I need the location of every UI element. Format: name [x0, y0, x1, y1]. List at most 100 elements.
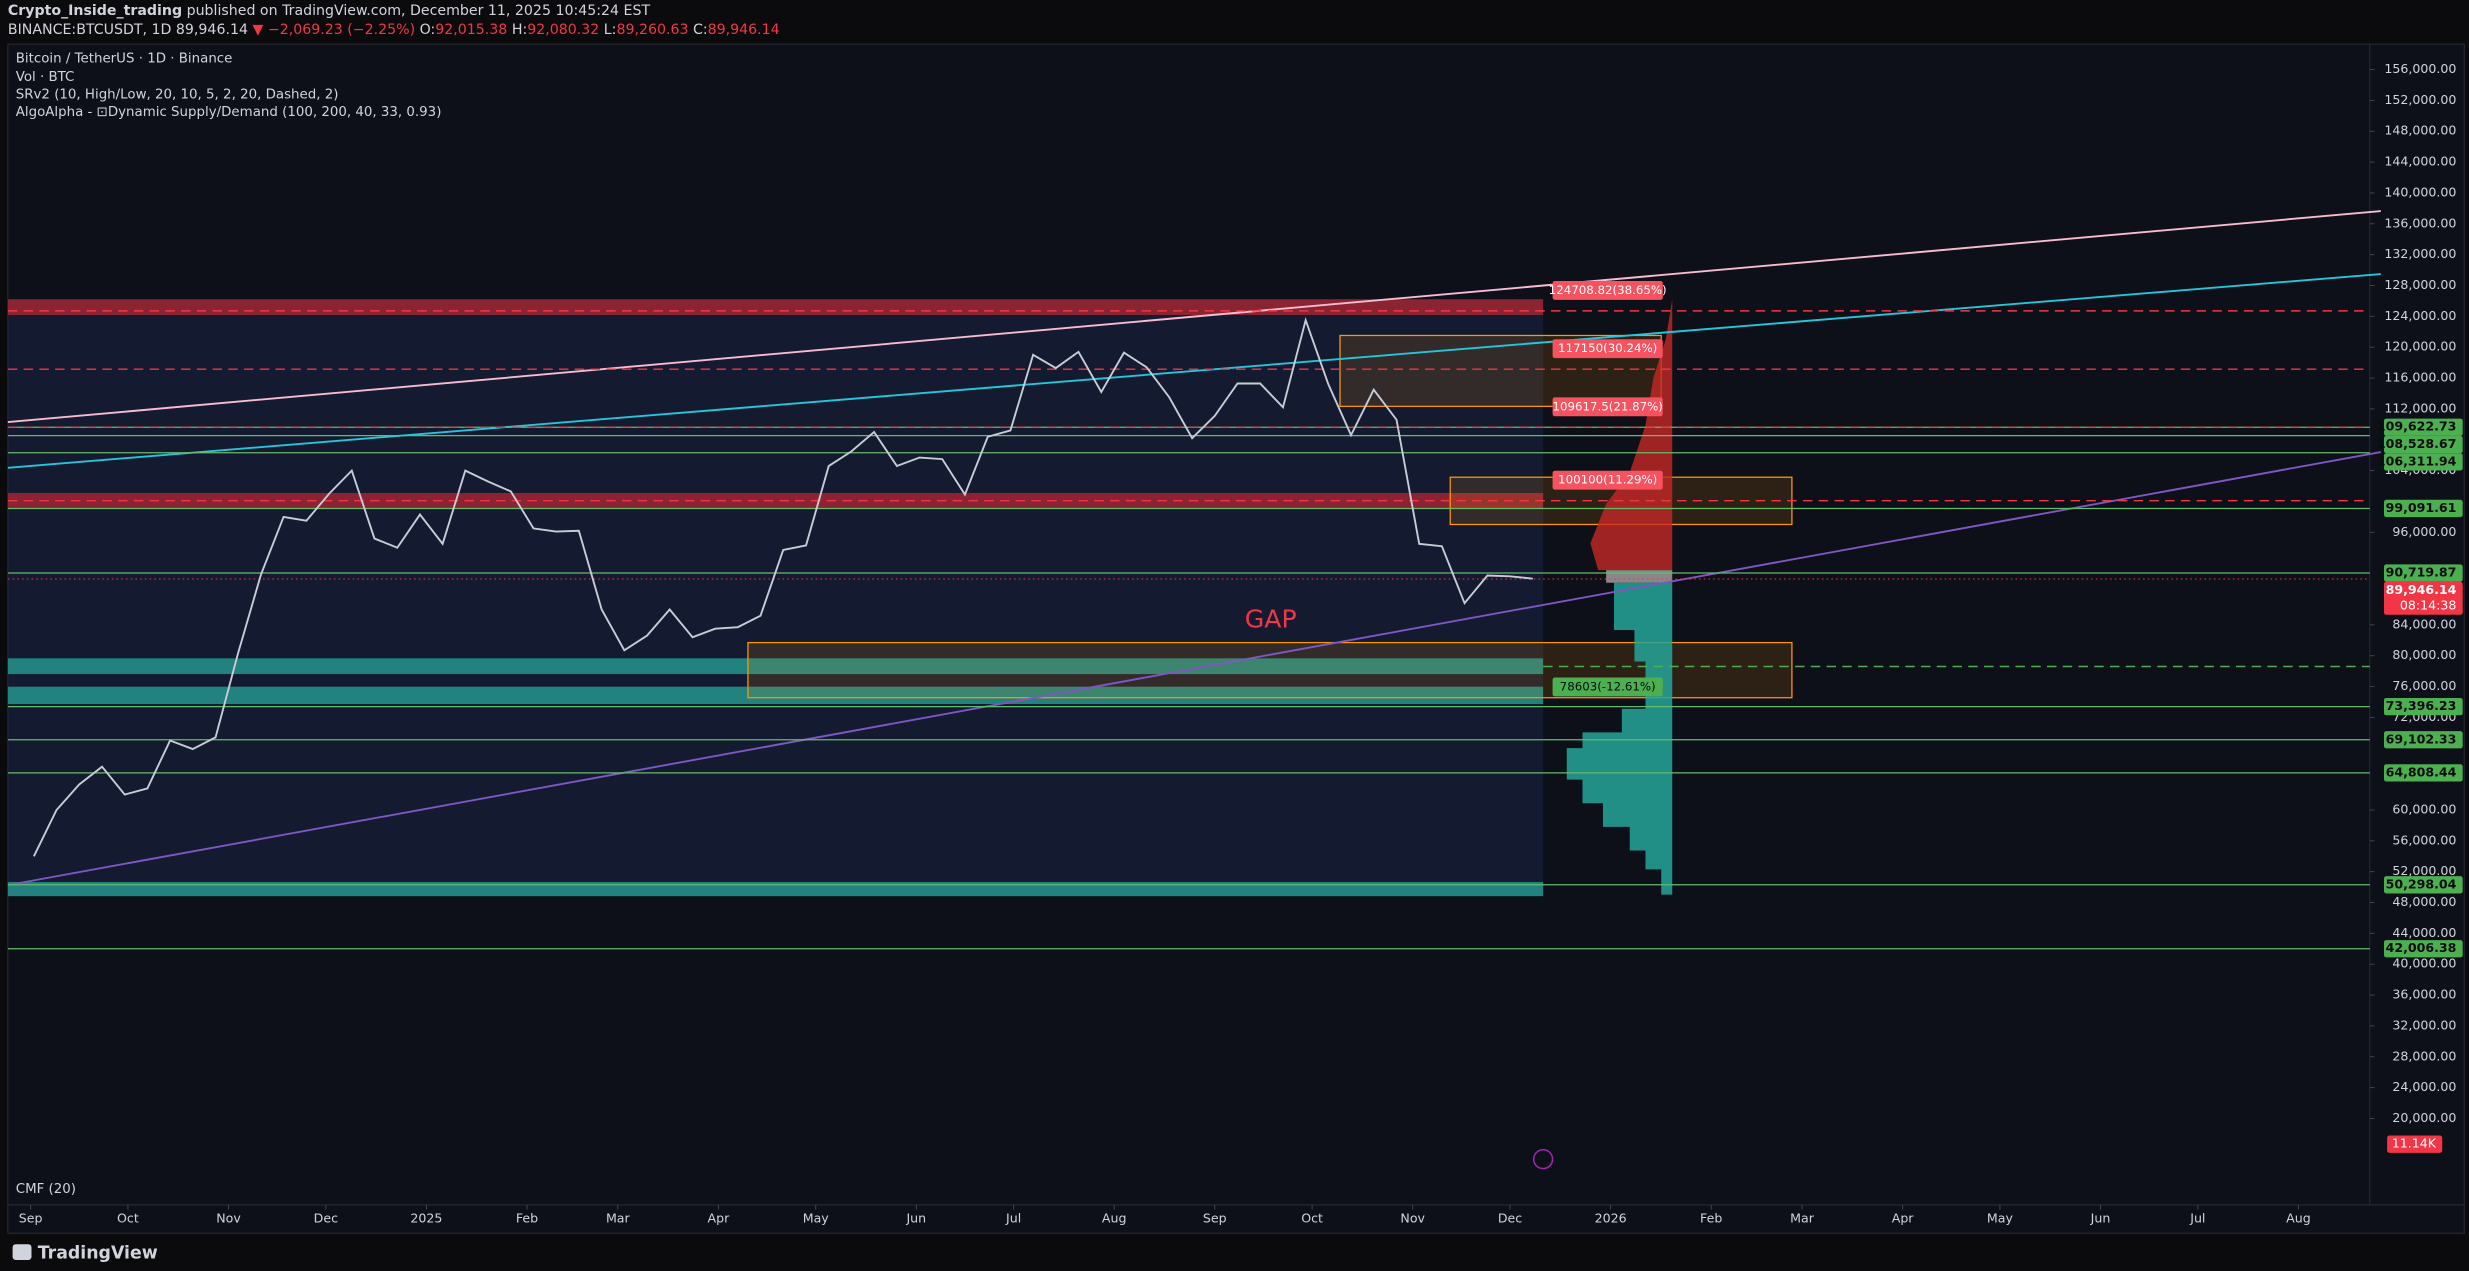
x-tick-label: May [803, 1211, 830, 1226]
y-tick-label: 140,000.00 [2384, 184, 2456, 199]
h-label: H: [512, 22, 527, 38]
y-tick-label: 80,000.00 [2392, 647, 2456, 662]
price-label: 90,719.87 [2386, 565, 2457, 580]
volume-label-box [2387, 1135, 2443, 1153]
target-label: 109617.5(21.87%) [1552, 399, 1662, 413]
chart-pane [7, 43, 2465, 1234]
price-label-box [2383, 764, 2463, 782]
demand-zone [7, 658, 1544, 675]
supply-zone [7, 492, 1544, 509]
y-tick-label: 76,000.00 [2392, 678, 2456, 693]
x-tick-label: Apr [1892, 1211, 1915, 1226]
price-label-box [2383, 564, 2463, 582]
high: 92,080.32 [527, 22, 599, 38]
x-tick-label: Jun [2090, 1211, 2111, 1226]
y-tick-label: 112,000.00 [2384, 400, 2456, 415]
x-tick-label: Dec [1498, 1211, 1522, 1226]
price-label-box [2383, 418, 2463, 436]
change: ▼ −2,069.23 (−2.25%) [252, 22, 415, 38]
target-label: 100100(11.29%) [1558, 473, 1657, 487]
target-label: 78603(-12.61%) [1560, 679, 1656, 693]
x-tick-label: 2026 [1595, 1211, 1627, 1226]
legend-item: Bitcoin / TetherUS · 1D · Binance [16, 51, 233, 66]
legend-item: Vol · BTC [16, 70, 75, 85]
header-line: BINANCE:BTCUSDT, 1D 89,946.14 ▼ −2,069.2… [8, 22, 780, 38]
volume-label: 11.14K [2392, 1136, 2437, 1151]
y-tick-label: 32,000.00 [2392, 1017, 2456, 1032]
x-tick-label: Jun [905, 1211, 926, 1226]
y-tick-label: 20,000.00 [2392, 1110, 2456, 1125]
o-label: O: [420, 22, 436, 38]
y-tick-label: 128,000.00 [2384, 277, 2456, 292]
target-label-box [1552, 280, 1663, 300]
author: Crypto_Inside_trading [8, 3, 182, 19]
x-tick-label: 2025 [410, 1211, 442, 1226]
price-label-box [2383, 453, 2463, 471]
y-tick-label: 124,000.00 [2384, 308, 2456, 323]
target-label-box [1552, 339, 1663, 359]
y-tick-label: 56,000.00 [2392, 832, 2456, 847]
x-tick-label: Aug [2286, 1211, 2311, 1226]
y-tick-label: 148,000.00 [2384, 123, 2456, 138]
legend-item: SRv2 (10, High/Low, 20, 10, 5, 2, 20, Da… [16, 87, 339, 102]
demand-zone [7, 686, 1544, 705]
y-tick-label: 132,000.00 [2384, 246, 2456, 261]
x-tick-label: Apr [708, 1211, 731, 1226]
x-tick-label: Oct [1301, 1211, 1323, 1226]
y-tick-label: 96,000.00 [2392, 524, 2456, 539]
y-tick-label: 28,000.00 [2392, 1048, 2456, 1063]
x-tick-label: Sep [1203, 1211, 1227, 1226]
price-label-box [2383, 697, 2463, 716]
price-label-box [2383, 940, 2463, 958]
low: 89,260.63 [616, 22, 688, 38]
l-label: L: [604, 22, 617, 38]
x-tick-label: Sep [19, 1211, 43, 1226]
price-line [33, 316, 1533, 857]
x-tick-label: Dec [314, 1211, 338, 1226]
last: 89,946.14 [176, 22, 248, 38]
published: published on TradingView.com, December 1… [182, 3, 650, 19]
range-zone [7, 299, 1544, 897]
demand-zone [7, 881, 1544, 897]
x-tick-label: Feb [516, 1211, 538, 1226]
y-tick-label: 84,000.00 [2392, 616, 2456, 631]
x-tick-label: Oct [117, 1211, 139, 1226]
x-tick-label: Nov [216, 1211, 241, 1226]
price-label-box [2383, 435, 2463, 454]
header-line: Crypto_Inside_trading published on Tradi… [8, 3, 651, 19]
volume-profile-poc [1606, 570, 1673, 583]
price-label-box [2383, 731, 2463, 749]
price-label: 73,396.23 [2386, 698, 2457, 713]
y-tick-label: 60,000.00 [2392, 801, 2456, 816]
indicator-label: CMF (20) [16, 1182, 76, 1197]
y-tick-label: 120,000.00 [2384, 339, 2456, 354]
c-label: C: [693, 22, 708, 38]
y-tick-label: 144,000.00 [2384, 154, 2456, 169]
target-label: 124708.82(38.65%) [1549, 283, 1667, 297]
logo [12, 1244, 32, 1260]
price-label: 106,311.94 [2377, 453, 2457, 468]
x-tick-label: May [1987, 1211, 2014, 1226]
target-label-box [1552, 470, 1663, 490]
price-label: 64,808.44 [2386, 764, 2457, 779]
x-tick-label: Feb [1700, 1211, 1722, 1226]
x-tick-label: Jul [2189, 1211, 2205, 1226]
price-label: 89,946.14 [2386, 582, 2457, 597]
target-label-box [1552, 397, 1663, 417]
target-label-box [1552, 677, 1663, 697]
replay-icon[interactable] [1532, 1148, 1554, 1170]
y-tick-label: 116,000.00 [2384, 370, 2456, 385]
close: 89,946.14 [708, 22, 780, 38]
y-tick-label: 152,000.00 [2384, 92, 2456, 107]
volume-profile-supply [1590, 299, 1673, 571]
y-tick-label: 52,000.00 [2392, 863, 2456, 878]
price-label-box [2383, 581, 2463, 615]
price-label: 69,102.33 [2386, 731, 2457, 746]
y-tick-label: 36,000.00 [2392, 987, 2456, 1002]
trend-line [7, 210, 2381, 424]
y-tick-label: 156,000.00 [2384, 61, 2456, 76]
countdown: 08:14:38 [2400, 598, 2456, 613]
x-tick-label: Aug [1102, 1211, 1127, 1226]
x-tick-label: Mar [1790, 1211, 1815, 1226]
